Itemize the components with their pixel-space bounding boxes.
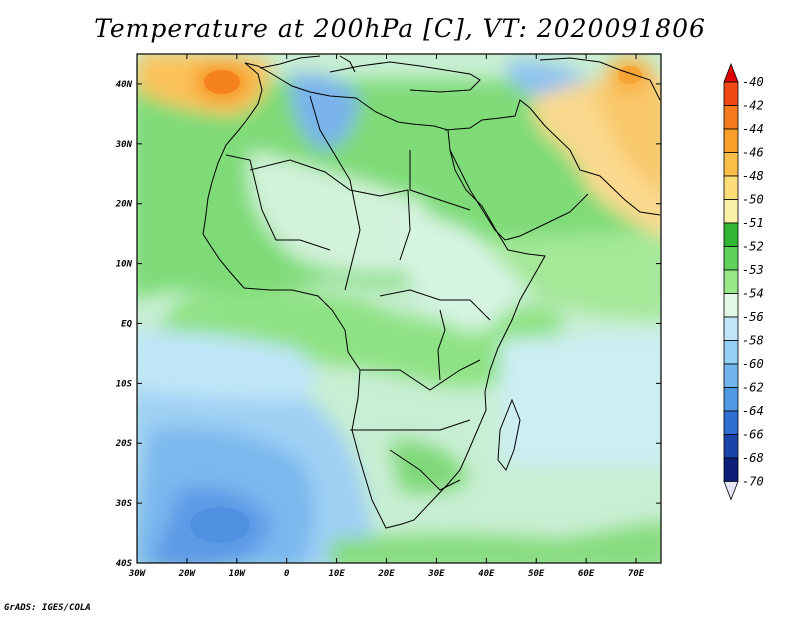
legend-swatch <box>723 222 739 247</box>
legend-swatch <box>723 81 739 106</box>
color-legend: -40 -42 -44 -46 -48 -50 -51 -52 -53 -54 -56 -58 -60 -… <box>723 62 764 501</box>
legend-label: -70 <box>742 475 764 489</box>
lon-tick-label: 30W <box>128 569 147 579</box>
legend-swatch <box>723 434 739 459</box>
temperature-field <box>137 54 661 563</box>
legend-swatch <box>723 152 739 177</box>
lon-tick-label: 50E <box>528 569 545 579</box>
lon-tick-label: 20E <box>377 569 395 579</box>
legend-swatch <box>723 363 739 388</box>
legend-label: -48 <box>742 169 764 183</box>
legend-label: -68 <box>742 451 764 465</box>
lat-tick-label: 20S <box>115 439 133 449</box>
coastlines <box>202 55 661 529</box>
credit-text: GrADS: IGES/COLA <box>4 603 91 613</box>
lat-tick-label: 40S <box>116 559 133 569</box>
axis-ticks: 30W 20W 10W 0 10E 20E 30E 40E 50E 60E 70E 40N 30N 20N… <box>115 54 661 579</box>
legend-swatch <box>723 128 739 153</box>
lat-tick-label: 30S <box>115 499 133 509</box>
legend-label: -44 <box>742 122 764 136</box>
lat-tick-label: 20N <box>115 200 133 210</box>
legend-label: -64 <box>742 404 764 418</box>
lat-tick-label: 40N <box>116 80 133 90</box>
lon-tick-label: 10W <box>229 569 247 579</box>
legend-swatch <box>723 199 739 224</box>
lon-tick-label: 30E <box>427 569 445 579</box>
legend-label: -52 <box>742 240 764 254</box>
legend-swatch <box>723 340 739 365</box>
legend-label: -46 <box>742 146 764 160</box>
legend-label: -54 <box>742 287 764 301</box>
lon-tick-label: 60E <box>578 569 595 579</box>
legend-label: -40 <box>742 75 764 89</box>
lon-tick-label: 40E <box>478 569 495 579</box>
legend-label: -51 <box>742 216 764 230</box>
legend-label: -53 <box>742 263 764 277</box>
legend-label: -60 <box>742 357 764 371</box>
legend-label: -42 <box>742 99 764 113</box>
legend-swatch <box>723 457 739 482</box>
legend-label: -58 <box>742 334 764 348</box>
legend-label: -66 <box>742 428 764 442</box>
lat-tick-label: 10N <box>116 260 133 270</box>
legend-swatch <box>723 246 739 271</box>
lon-tick-label: 20W <box>178 569 197 579</box>
legend-label: -50 <box>742 193 764 207</box>
legend-triangle-bottom <box>723 481 739 501</box>
legend-swatch <box>723 387 739 412</box>
legend-triangle-top <box>723 62 739 83</box>
legend-swatch <box>723 293 739 318</box>
lon-tick-label: 70E <box>628 569 645 579</box>
lon-tick-label: 0 <box>284 569 290 579</box>
legend-label: -62 <box>742 381 764 395</box>
legend-swatch <box>723 316 739 341</box>
legend-swatch <box>723 410 739 435</box>
lat-tick-label: 10S <box>116 379 133 389</box>
legend-swatch <box>723 175 739 200</box>
plot-frame <box>136 53 662 564</box>
lat-tick-label: 30N <box>115 140 133 150</box>
lat-tick-label: EQ <box>121 319 132 329</box>
page-title: Temperature at 200hPa [C], VT: 202009180… <box>94 14 706 43</box>
legend-swatch <box>723 105 739 130</box>
lon-tick-label: 10E <box>328 569 345 579</box>
legend-label: -56 <box>742 310 764 324</box>
legend-swatch <box>723 269 739 294</box>
